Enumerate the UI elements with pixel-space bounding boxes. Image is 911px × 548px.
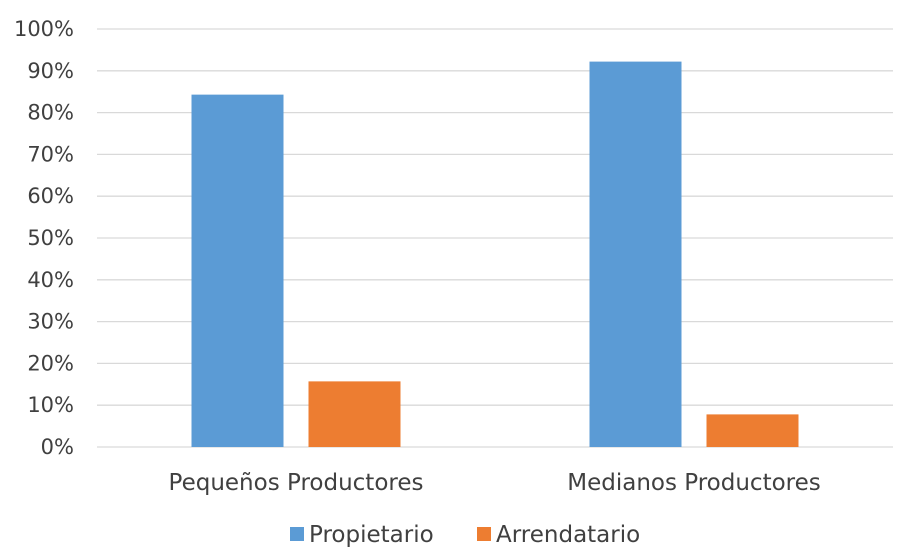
legend: Propietario Arrendatario: [290, 522, 640, 548]
bar-arrendatario-0: [308, 381, 401, 447]
bar-propietario-1: [589, 61, 682, 447]
legend-swatch-arrendatario: [477, 527, 491, 541]
y-tick-label: 10%: [27, 393, 74, 417]
y-axis-tick-labels: 0% 10% 20% 30% 40% 50% 60% 70% 80% 90% 100%: [14, 17, 74, 459]
y-tick-label: 80%: [27, 101, 74, 125]
x-axis-category-labels: Pequeños Productores Medianos Productores: [169, 470, 821, 496]
y-tick-label: 20%: [27, 351, 74, 375]
y-tick-label: 100%: [14, 17, 74, 41]
bar-arrendatario-1: [706, 414, 799, 447]
y-tick-label: 0%: [41, 435, 74, 459]
bar-propietario-0: [191, 94, 284, 447]
bars: [191, 61, 799, 447]
legend-swatch-propietario: [290, 527, 304, 541]
y-tick-label: 50%: [27, 226, 74, 250]
x-category-label: Pequeños Productores: [169, 470, 424, 496]
y-tick-label: 70%: [27, 142, 74, 166]
x-category-label: Medianos Productores: [567, 470, 821, 496]
y-tick-label: 40%: [27, 268, 74, 292]
legend-label-propietario: Propietario: [309, 522, 434, 548]
y-tick-label: 90%: [27, 59, 74, 83]
y-tick-label: 30%: [27, 310, 74, 334]
legend-label-arrendatario: Arrendatario: [496, 522, 640, 548]
y-tick-label: 60%: [27, 184, 74, 208]
